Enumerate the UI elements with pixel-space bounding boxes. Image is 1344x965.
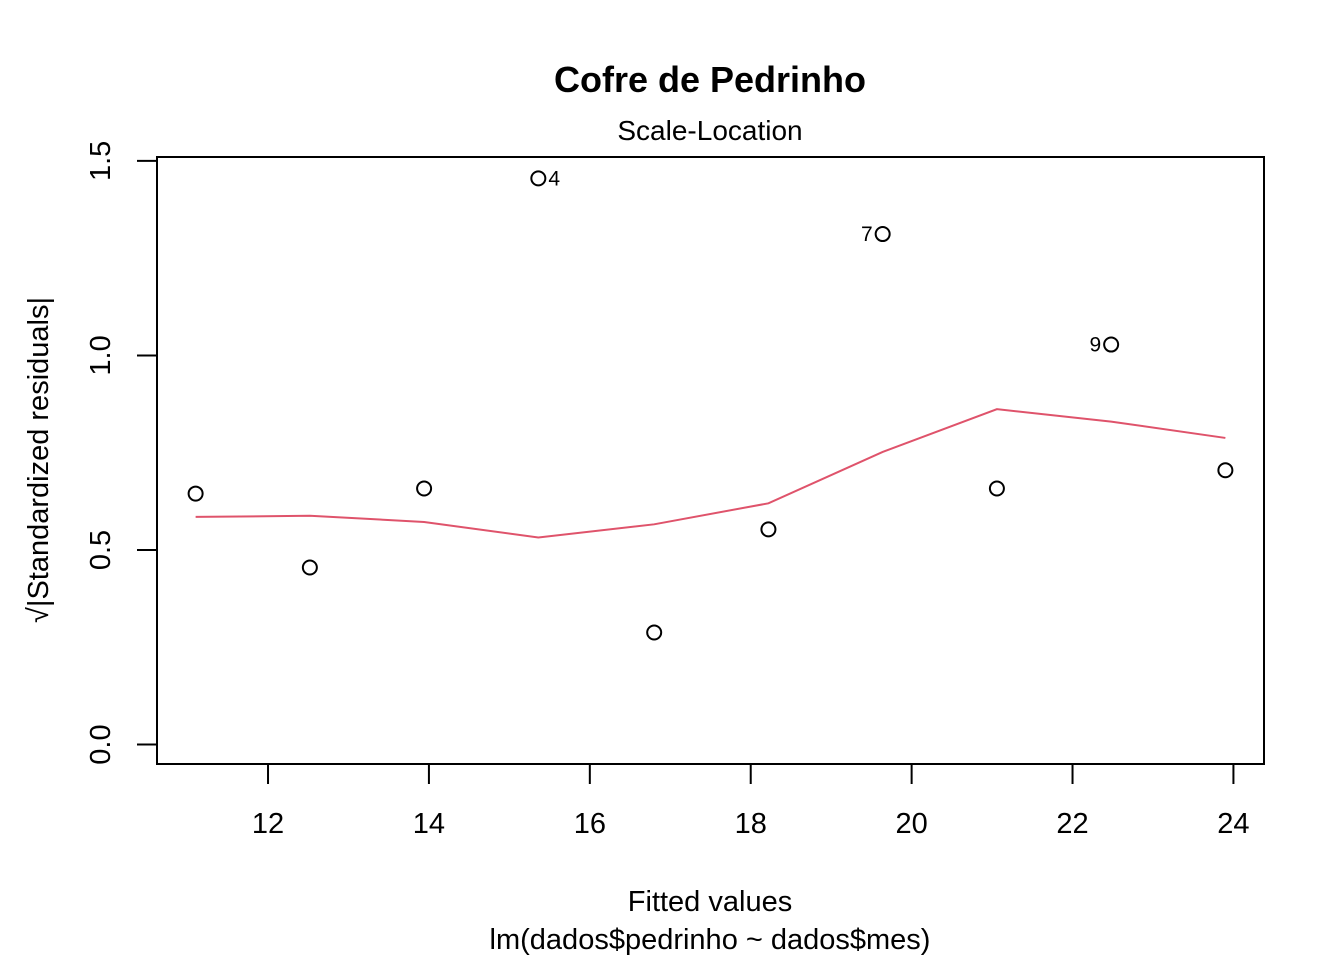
data-point [416, 480, 433, 497]
data-point [530, 170, 547, 187]
plot-frame [156, 156, 1265, 765]
x-tick-label: 22 [1056, 808, 1088, 840]
data-point [760, 521, 777, 538]
data-point [646, 624, 663, 641]
chart-subtitle: Scale-Location [617, 115, 802, 146]
smooth-line [195, 408, 1226, 539]
x-axis-model-label: lm(dados$pedrinho ~ dados$mes) [490, 924, 931, 956]
data-point [988, 480, 1005, 497]
y-axis: 0.0 0.5 1.0 1.5 [85, 141, 158, 765]
point-label: 7 [861, 223, 873, 246]
x-tick-label: 24 [1217, 808, 1249, 840]
x-tick-label: 12 [252, 808, 284, 840]
data-point [187, 485, 204, 502]
data-point [1217, 462, 1234, 479]
y-tick-label: 0.5 [85, 530, 117, 570]
point-label: 9 [1089, 334, 1101, 357]
y-tick-label: 0.0 [85, 724, 117, 764]
x-tick-label: 14 [413, 808, 445, 840]
data-point [1103, 336, 1120, 353]
data-point [301, 559, 318, 576]
point-label: 4 [548, 167, 560, 190]
x-tick-label: 20 [895, 808, 927, 840]
x-axis: 12 14 16 18 20 22 24 [252, 763, 1250, 840]
chart-title: Cofre de Pedrinho [554, 59, 866, 100]
data-point [874, 226, 891, 243]
x-tick-label: 16 [574, 808, 606, 840]
y-tick-label: 1.5 [85, 141, 117, 181]
data-points: 4 7 9 [187, 167, 1234, 641]
x-axis-label: Fitted values [628, 886, 792, 918]
y-axis-label: √|Standardized residuals| [23, 297, 55, 623]
y-tick-label: 1.0 [85, 335, 117, 375]
x-tick-label: 18 [735, 808, 767, 840]
